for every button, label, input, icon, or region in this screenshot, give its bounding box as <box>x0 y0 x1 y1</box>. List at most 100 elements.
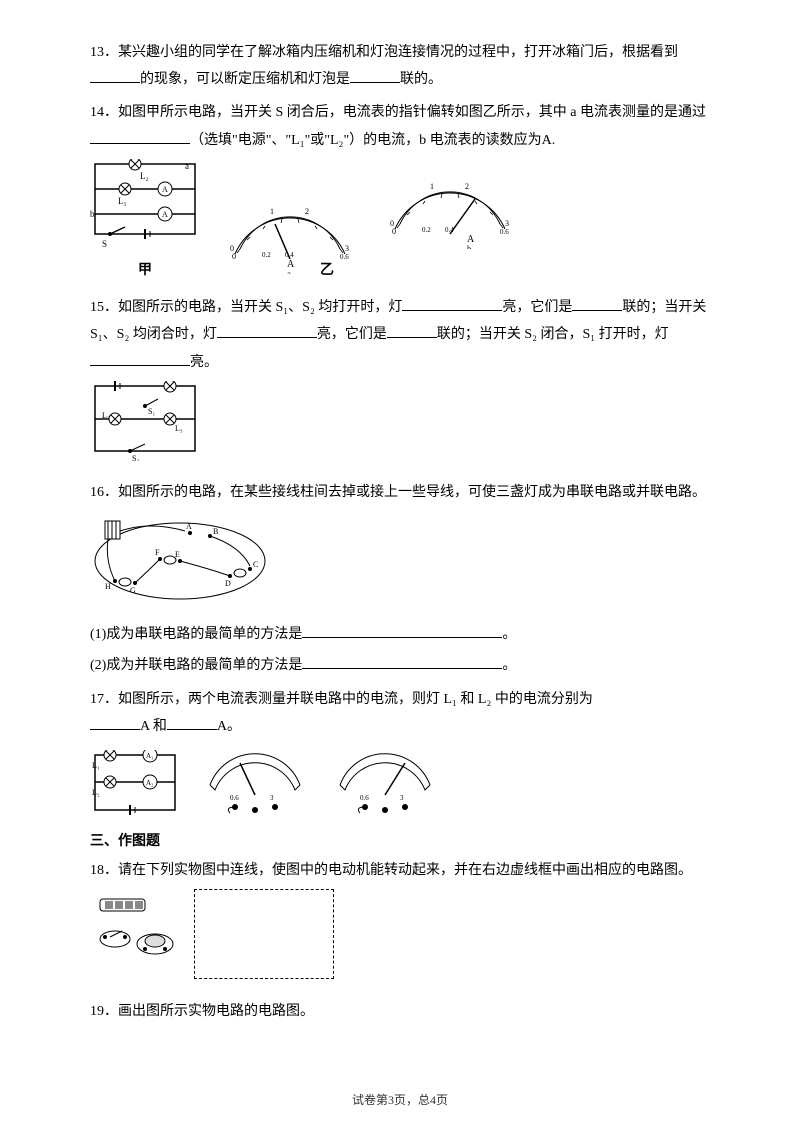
q16-figure: A B C D E F H G <box>90 511 710 610</box>
svg-text:S₂: S₂ <box>132 454 139 461</box>
q14-after: A. <box>542 133 556 148</box>
svg-text:b: b <box>467 244 472 249</box>
q14-label-jia: 甲 <box>90 258 200 283</box>
q13-text: 13．某兴趣小组的同学在了解冰箱内压缩机和灯泡连接情况的过程中，打开冰箱门后，根… <box>90 45 678 87</box>
svg-text:L₂: L₂ <box>140 171 149 181</box>
q13-before: ．某兴趣小组的同学在了解冰箱内压缩机和灯泡连接情况的过程中，打开冰箱门后，根据看… <box>104 45 678 60</box>
q19-text: 19．画出图所示实物电路的电路图。 <box>90 1004 314 1019</box>
q15-t5: 联的；当开关 S₂ 闭合，S₁ 打开时，灯 <box>437 327 669 342</box>
svg-text:0.6: 0.6 <box>360 794 369 802</box>
svg-text:2: 2 <box>465 182 469 191</box>
svg-text:3: 3 <box>270 794 274 802</box>
svg-text:3: 3 <box>505 219 509 228</box>
svg-text:1: 1 <box>430 182 434 191</box>
svg-text:a: a <box>287 269 291 274</box>
q14-text: 14．如图甲所示电路，当开关 S 闭合后，电流表的指针偏转如图乙所示，其中 a … <box>90 105 706 147</box>
q15-t2: 亮，它们是 <box>502 300 572 315</box>
q16-sub2-label: (2)成为并联电路的最简单的方法是 <box>90 658 302 673</box>
svg-text:L₁: L₁ <box>118 196 127 206</box>
svg-text:A₂: A₂ <box>146 779 154 787</box>
svg-text:F: F <box>155 548 160 557</box>
svg-text:0: 0 <box>232 252 236 261</box>
q14-figure: L₂ A a L₁ A b S <box>90 159 710 283</box>
question-16: 16．如图所示的电路，在某些接线柱间去掉或接上一些导线，可使三盏灯成为串联电路或… <box>90 480 710 679</box>
q15-blank2 <box>572 293 622 311</box>
footer-right: 页 <box>436 1093 448 1107</box>
q16-sub1: (1)成为串联电路的最简单的方法是 。 <box>90 620 710 647</box>
q17-t4: A。 <box>217 719 241 734</box>
q15-t4: 亮，它们是 <box>317 327 387 342</box>
q13-blank2 <box>350 65 400 83</box>
question-13: 13．某兴趣小组的同学在了解冰箱内压缩机和灯泡连接情况的过程中，打开冰箱门后，根… <box>90 40 710 92</box>
q15-blank1 <box>402 293 502 311</box>
q14-circuit-jia: L₂ A a L₁ A b S <box>90 159 200 283</box>
q19-num: 19 <box>90 1004 104 1019</box>
question-18: 18．请在下列实物图中连线，使图中的电动机能转动起来，并在右边虚线框中画出相应的… <box>90 858 710 988</box>
q17-t1: ．如图所示，两个电流表测量并联电路中的电流，则灯 L₁ 和 L₂ 中的电流分别为 <box>104 692 593 707</box>
q18-components <box>90 889 190 988</box>
svg-text:L₂: L₂ <box>102 411 110 420</box>
svg-text:A₁: A₁ <box>146 752 154 760</box>
svg-text:C: C <box>253 560 258 569</box>
svg-text:b: b <box>90 209 95 219</box>
q13-mid: 的现象，可以断定压缩机和灯泡是 <box>140 72 350 87</box>
svg-text:0.6: 0.6 <box>230 794 239 802</box>
svg-text:3: 3 <box>345 244 349 253</box>
svg-text:G: G <box>130 586 136 595</box>
q13-after: 联的。 <box>400 72 442 87</box>
svg-text:2: 2 <box>305 207 309 216</box>
section-3-title: 三、作图题 <box>90 829 710 854</box>
q14-label-yi: 乙 <box>320 258 520 283</box>
svg-text:L₂: L₂ <box>92 788 100 797</box>
q17-circuit: L₁ A₁ L₂ A₂ <box>90 750 180 815</box>
svg-text:B: B <box>213 527 218 536</box>
q16-sub1-label: (1)成为串联电路的最简单的方法是 <box>90 627 302 642</box>
q19-maintext: ．画出图所示实物电路的电路图。 <box>104 1004 314 1019</box>
q17-meter1: 0.63 <box>200 745 310 815</box>
q14-before: ．如图甲所示电路，当开关 S 闭合后，电流表的指针偏转如图乙所示，其中 a 电流… <box>104 105 706 120</box>
q16-sub1-after: 。 <box>502 627 516 642</box>
q15-text: 15．如图所示的电路，当开关 S₁、S₂ 均打开时，灯亮，它们是联的；当开关 S… <box>90 300 706 369</box>
q17-meter2: 0.63 <box>330 745 440 815</box>
question-15: 15．如图所示的电路，当开关 S₁、S₂ 均打开时，灯亮，它们是联的；当开关 S… <box>90 293 710 470</box>
q18-figure <box>90 889 710 988</box>
q17-t3: A 和 <box>140 719 167 734</box>
svg-text:A: A <box>186 522 192 531</box>
q16-num: 16 <box>90 485 104 500</box>
q17-num: 17 <box>90 692 104 707</box>
q15-blank5 <box>90 348 190 366</box>
question-17: 17．如图所示，两个电流表测量并联电路中的电流，则灯 L₁ 和 L₂ 中的电流分… <box>90 687 710 815</box>
svg-text:S₁: S₁ <box>148 407 155 416</box>
svg-text:H: H <box>105 582 111 591</box>
svg-text:0: 0 <box>392 227 396 236</box>
q18-text: 18．请在下列实物图中连线，使图中的电动机能转动起来，并在右边虚线框中画出相应的… <box>90 863 692 878</box>
q18-num: 18 <box>90 863 104 878</box>
q16-sub1-blank <box>302 620 502 638</box>
svg-text:3: 3 <box>400 794 404 802</box>
svg-text:L₁: L₁ <box>92 761 100 770</box>
q17-blank1 <box>90 712 140 730</box>
q13-num: 13 <box>90 45 104 60</box>
q17-text: 17．如图所示，两个电流表测量并联电路中的电流，则灯 L₁ 和 L₂ 中的电流分… <box>90 692 593 734</box>
svg-text:S: S <box>102 239 107 249</box>
page-footer: 试卷第3页，总4页 <box>0 1090 800 1112</box>
q14-num: 14 <box>90 105 104 120</box>
svg-text:0.2: 0.2 <box>422 226 431 234</box>
q16-sub2: (2)成为并联电路的最简单的方法是 。 <box>90 651 710 678</box>
svg-text:L₃: L₃ <box>175 424 183 433</box>
q16-sub2-after: 。 <box>502 658 516 673</box>
svg-text:E: E <box>175 550 180 559</box>
svg-text:a: a <box>185 161 189 171</box>
q16-sub2-blank <box>302 651 502 669</box>
q16-text: 16．如图所示的电路，在某些接线柱间去掉或接上一些导线，可使三盏灯成为串联电路或… <box>90 485 706 500</box>
q14-blank1 <box>90 126 190 144</box>
svg-text:0.6: 0.6 <box>500 228 509 236</box>
q18-maintext: ．请在下列实物图中连线，使图中的电动机能转动起来，并在右边虚线框中画出相应的电路… <box>104 863 692 878</box>
q15-num: 15 <box>90 300 104 315</box>
q15-figure: L₁ L₂ S₁ L₃ S₂ <box>90 381 710 470</box>
q13-blank1 <box>90 65 140 83</box>
footer-mid: 页，总 <box>394 1093 430 1107</box>
q17-blank2 <box>167 712 217 730</box>
svg-text:L₁: L₁ <box>166 381 174 382</box>
q14-mid: （选填"电源"、"L₁"或"L₂"）的电流，b 电流表的读数应为 <box>190 133 542 148</box>
